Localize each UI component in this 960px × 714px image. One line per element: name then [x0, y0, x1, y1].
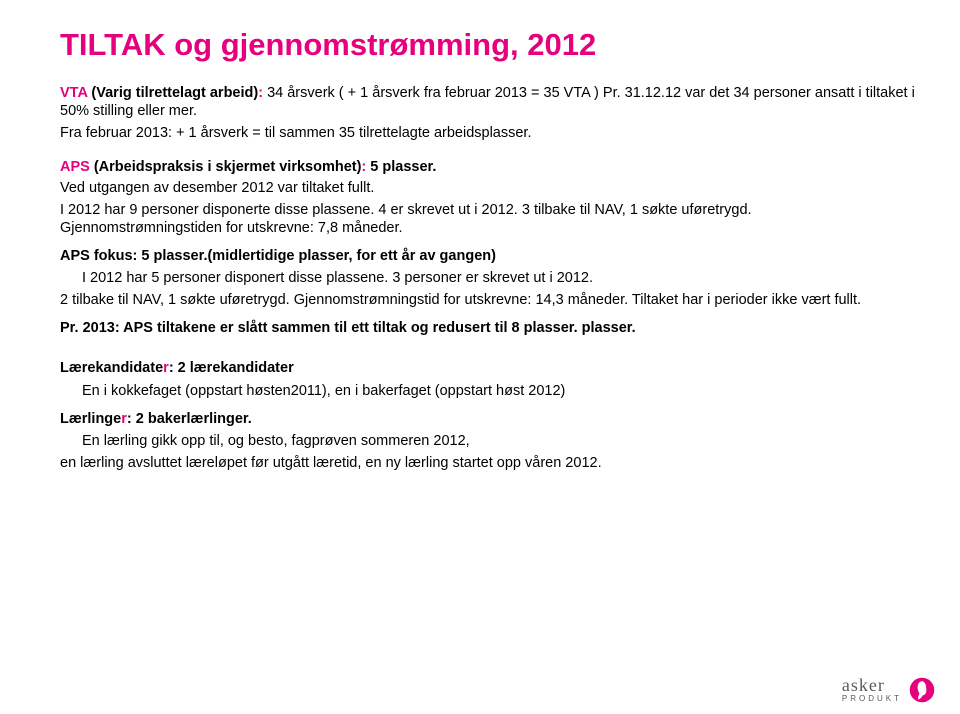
- brand-icon: [908, 676, 936, 704]
- aps-fokus-line2: 2 tilbake til NAV, 1 søkte uføretrygd. G…: [60, 291, 916, 309]
- aps-heading: APS (Arbeidspraksis i skjermet virksomhe…: [60, 158, 916, 176]
- slide-content: TILTAK og gjennomstrømming, 2012 VTA (Va…: [0, 0, 960, 496]
- aps-line2: I 2012 har 9 personer disponerte disse p…: [60, 201, 916, 237]
- aps-fokus-line1: I 2012 har 5 personer disponert disse pl…: [60, 269, 916, 287]
- pr-2013: Pr. 2013: APS tiltakene er slått sammen …: [60, 319, 916, 337]
- laerlinger-line2: en lærling avsluttet læreløpet før utgåt…: [60, 454, 916, 472]
- vta-block: VTA (Varig tilrettelagt arbeid): 34 årsv…: [60, 84, 916, 120]
- logo-sub: PRODUKT: [842, 694, 902, 703]
- body-text-block: VTA (Varig tilrettelagt arbeid): 34 årsv…: [60, 84, 916, 472]
- brand-logo: asker PRODUKT: [842, 676, 936, 704]
- laerekandidater-line1: En i kokkefaget (oppstart høsten2011), e…: [60, 382, 916, 400]
- logo-text-block: asker PRODUKT: [842, 677, 902, 703]
- laerlinger-line1: En lærling gikk opp til, og besto, fagpr…: [60, 432, 916, 450]
- laerekandidater-heading: Lærekandidater: 2 lærekandidater: [60, 359, 916, 377]
- page-title: TILTAK og gjennomstrømming, 2012: [60, 28, 916, 62]
- aps-line1: Ved utgangen av desember 2012 var tiltak…: [60, 179, 916, 197]
- vta-line2: Fra februar 2013: + 1 årsverk = til samm…: [60, 124, 916, 142]
- aps-fokus-heading: APS fokus: 5 plasser.(midlertidige plass…: [60, 247, 916, 265]
- logo-name: asker: [842, 677, 902, 693]
- laerlinger-heading: Lærlinger: 2 bakerlærlinger.: [60, 410, 916, 428]
